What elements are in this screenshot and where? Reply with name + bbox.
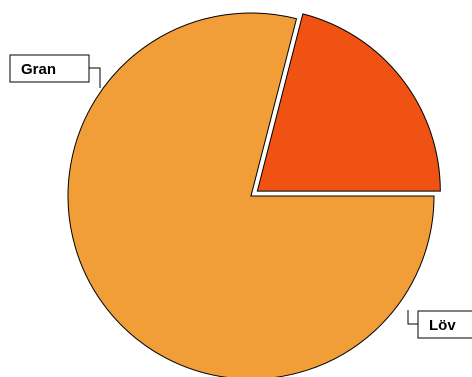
pie-slice-löv bbox=[256, 13, 441, 192]
slice-labels: Gran Löv bbox=[9, 54, 472, 339]
label-leader-line bbox=[407, 310, 418, 325]
slice-label-gran: Gran bbox=[21, 61, 56, 78]
pie-slice-gran bbox=[67, 12, 435, 377]
pie-slices bbox=[67, 12, 441, 377]
slice-label-box bbox=[9, 54, 90, 83]
slice-label-löv: Löv bbox=[429, 317, 456, 334]
slice-label-box bbox=[417, 310, 472, 339]
label-leader-line bbox=[89, 67, 101, 88]
